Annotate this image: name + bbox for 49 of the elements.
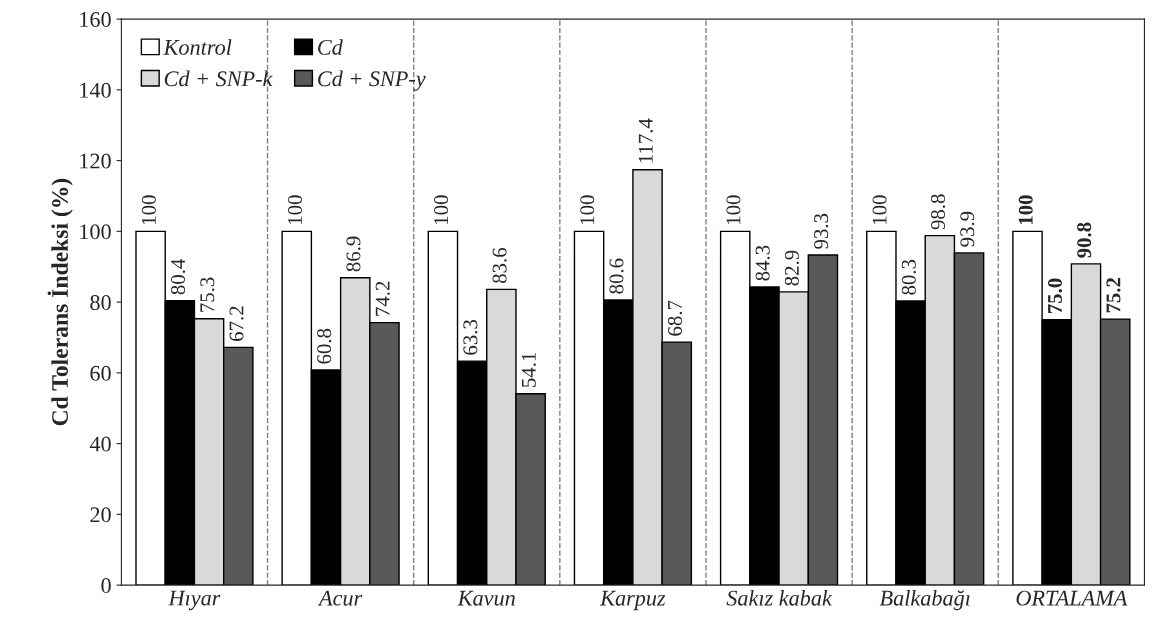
x-tick-label: Balkabağı xyxy=(879,589,970,611)
data-label: 68.7 xyxy=(667,300,683,336)
data-label: 84.3 xyxy=(755,245,770,281)
x-tick-label: Kavun xyxy=(457,590,515,606)
data-label: 75.3 xyxy=(200,277,215,312)
data-label: 100 xyxy=(872,195,887,224)
data-label: 100 xyxy=(287,195,302,224)
y-tick-label: 20 xyxy=(90,507,111,523)
data-label: 75.0 xyxy=(1047,278,1063,314)
data-label: 100 xyxy=(434,195,449,224)
y-tick-label: 0 xyxy=(101,578,111,594)
y-tick-label: 100 xyxy=(80,224,111,240)
y-tick-label: 140 xyxy=(80,82,111,98)
data-label: 74.2 xyxy=(375,281,390,316)
data-label: 80.6 xyxy=(609,258,624,294)
data-label: 63.3 xyxy=(463,319,478,355)
y-axis-title: Cd Tolerans İndeksi (%) xyxy=(47,178,73,426)
data-label: 54.1 xyxy=(521,352,536,387)
data-label: 93.3 xyxy=(814,213,829,249)
y-tick-label: 40 xyxy=(89,436,111,452)
data-label: 100 xyxy=(1018,195,1033,225)
data-label: 93.9 xyxy=(960,211,975,247)
legend-label: Kontrol xyxy=(163,39,232,55)
data-label: 80.4 xyxy=(171,259,186,295)
x-tick-label: Sakız kabak xyxy=(726,589,833,606)
x-tick-label: ORTALAMA xyxy=(1016,590,1128,606)
data-label: 100 xyxy=(580,195,595,224)
legend-label: Cd + SNP-y xyxy=(318,70,426,91)
data-label: 100 xyxy=(141,195,156,224)
y-tick-label: 80 xyxy=(90,295,111,311)
data-label: 67.2 xyxy=(229,306,244,341)
data-label: 90.8 xyxy=(1077,222,1092,258)
x-tick-label: Acur xyxy=(317,590,363,606)
data-label: 82.9 xyxy=(784,250,799,286)
y-tick-label: 160 xyxy=(80,12,111,28)
x-tick-label: Karpuz xyxy=(599,590,666,611)
data-label: 80.3 xyxy=(901,259,916,295)
y-tick-label: 120 xyxy=(80,153,111,169)
data-label: 86.9 xyxy=(346,236,361,272)
data-label: 60.8 xyxy=(317,328,332,364)
data-label: 83.6 xyxy=(492,247,507,284)
data-label: 98.8 xyxy=(930,194,946,230)
data-label: 75.2 xyxy=(1106,277,1121,313)
legend-label: Cd xyxy=(318,39,343,55)
y-tick-label: 60 xyxy=(90,365,111,381)
data-label: 117.4 xyxy=(638,118,653,163)
data-label: 100 xyxy=(726,195,741,224)
x-tick-label: Hıyar xyxy=(168,590,221,611)
legend-label: Cd + SNP-k xyxy=(164,70,273,87)
